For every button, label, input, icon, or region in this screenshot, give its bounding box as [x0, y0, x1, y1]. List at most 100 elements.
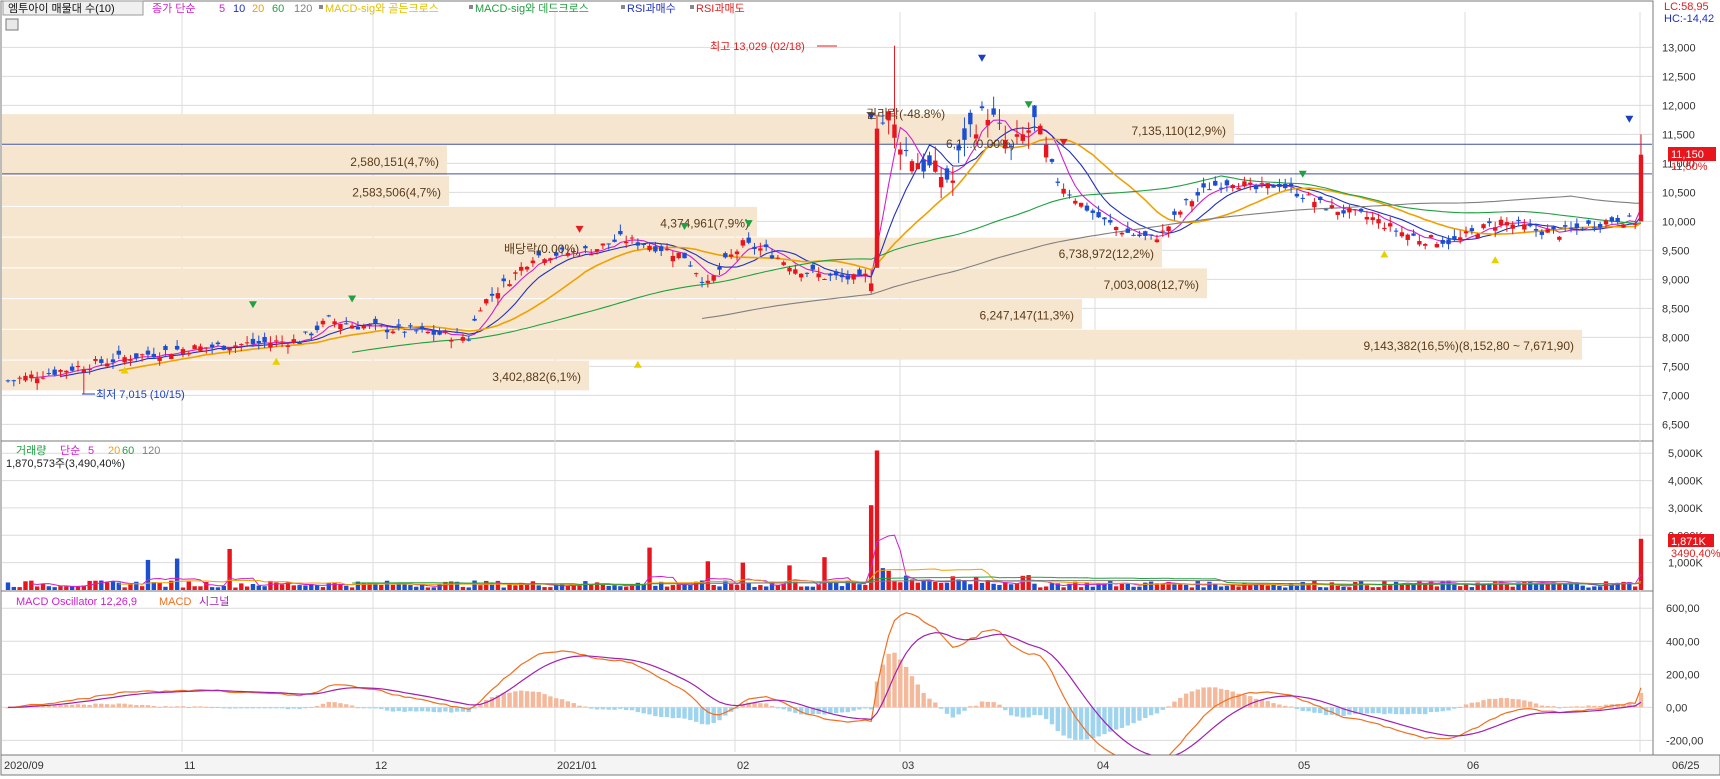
macd-osc-bar — [693, 707, 699, 722]
macd-signal-line — [7, 632, 1642, 758]
candle-body — [874, 128, 880, 268]
volume-bar — [559, 583, 565, 590]
macd-osc-bar — [927, 698, 932, 708]
volume-bar — [1312, 580, 1317, 590]
legend-title-box[interactable] — [2, 0, 144, 16]
price-tick-label: 10,000 — [1662, 216, 1696, 228]
macd-osc-bar — [75, 704, 81, 708]
macd-osc-bar — [87, 704, 92, 708]
candle-body — [1113, 226, 1119, 230]
volume-bar — [227, 548, 232, 590]
candle-body — [1597, 223, 1603, 228]
volume-bar — [863, 584, 868, 590]
volume-badge-pct: 3490,40% — [1671, 548, 1720, 560]
volume-bar — [1393, 581, 1399, 590]
price-tick-label: 9,000 — [1662, 274, 1690, 286]
candle-body — [1388, 223, 1393, 227]
candle-body — [740, 240, 746, 246]
volume-bar — [163, 586, 168, 590]
candle-body — [501, 278, 506, 282]
candle-body — [629, 237, 635, 239]
macd-osc-bar — [892, 652, 897, 708]
macd-osc-bar — [437, 707, 442, 713]
macd-osc-bar — [950, 707, 956, 718]
candle-body — [536, 250, 541, 256]
macd-osc-bar — [5, 707, 11, 709]
macd-osc-bar — [396, 707, 401, 711]
macd-osc-bar — [670, 707, 676, 719]
candle-body — [571, 251, 576, 253]
volume-bar — [991, 583, 996, 590]
candle-body — [163, 346, 168, 351]
candle-body — [1341, 210, 1346, 214]
macd-osc-bar — [256, 707, 261, 709]
volume-bar — [833, 581, 839, 590]
legend-ma-period: 5 — [219, 3, 225, 15]
volume-bar — [449, 581, 454, 590]
volume-ma-20-line — [118, 568, 1642, 586]
macd-osc-bar — [355, 707, 361, 709]
volume-bar — [688, 584, 693, 590]
macd-osc-bar — [1597, 705, 1603, 708]
macd-osc-bar — [478, 704, 483, 708]
volume-bar — [816, 584, 821, 590]
candle-body — [1253, 185, 1259, 190]
candle-body — [1207, 189, 1212, 191]
candle-body — [379, 325, 384, 327]
volume-bar — [1043, 586, 1049, 590]
candle-body — [145, 350, 151, 355]
candle-body — [507, 284, 512, 287]
macd-osc-bar — [629, 707, 635, 711]
candle-body — [1382, 227, 1387, 230]
volume-profile-band — [2, 176, 449, 206]
macd-osc-bar — [676, 707, 681, 718]
volume-bar — [565, 585, 571, 590]
ma-120-line — [701, 195, 1642, 320]
volume-bar — [303, 585, 308, 590]
candle-body — [1224, 180, 1230, 186]
volume-bar — [338, 584, 343, 590]
volume-bar — [798, 586, 804, 590]
macd-osc-bar — [99, 703, 104, 708]
macd-osc-bar — [495, 695, 501, 708]
candle-body — [1551, 226, 1556, 230]
volume-bar — [880, 568, 886, 590]
macd-osc-bar — [128, 704, 133, 708]
candle-body — [909, 161, 915, 172]
macd-osc-bar — [647, 707, 652, 715]
candle-body — [962, 128, 967, 140]
volume-legend-period: 20 — [108, 445, 120, 457]
macd-osc-bar — [204, 706, 209, 708]
volume-bar — [606, 585, 611, 590]
x-tick-label: 06/25 — [1672, 760, 1700, 772]
macd-osc-bar — [624, 707, 629, 711]
legend-signal-marker — [469, 5, 473, 9]
candle-body — [52, 369, 57, 375]
candle-body — [1049, 159, 1055, 162]
candle-body — [1008, 145, 1014, 147]
volume-bar — [1271, 584, 1276, 590]
candle-body — [1248, 182, 1253, 185]
x-tick-label: 06 — [1467, 760, 1479, 772]
macd-tick-label: -200,00 — [1666, 735, 1703, 747]
candle-body — [822, 278, 827, 280]
macd-osc-bar — [979, 701, 985, 708]
table-toggle-icon[interactable] — [5, 18, 19, 31]
price-tick-label: 12,500 — [1662, 71, 1696, 83]
volume-bar — [122, 587, 127, 590]
candle-body — [1178, 211, 1183, 215]
macd-osc-bar — [752, 702, 757, 708]
macd-osc-bar — [1586, 705, 1591, 708]
candle-body — [1527, 225, 1533, 227]
candle-body — [1632, 223, 1638, 225]
candle-body — [816, 273, 821, 278]
candle-body — [1452, 236, 1457, 240]
candle-body — [326, 315, 331, 317]
x-tick-label: 11 — [184, 760, 195, 772]
macd-osc-bar — [589, 707, 594, 709]
volume-bar — [256, 585, 261, 590]
candle-body — [542, 259, 547, 264]
volume-bar — [1498, 581, 1504, 590]
volume-profile-band — [2, 268, 1207, 299]
